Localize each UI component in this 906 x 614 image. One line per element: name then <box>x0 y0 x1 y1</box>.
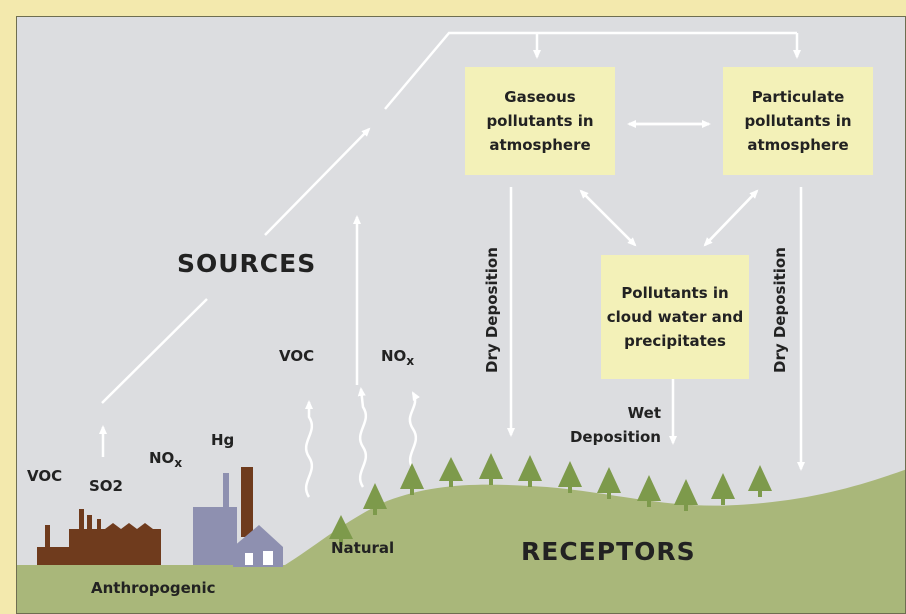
tree-icon <box>637 475 661 507</box>
tree-icon <box>711 473 735 505</box>
nox-left-text: NO <box>149 449 175 467</box>
tree-icon <box>558 461 582 493</box>
sources-to-atmosphere-arrow <box>101 298 208 404</box>
tree-icon <box>439 457 463 487</box>
tree-icon <box>748 465 772 497</box>
tree-icon <box>400 463 424 495</box>
diagram-panel: Gaseous pollutants in atmosphere Particu… <box>16 16 906 614</box>
wet-deposition-label: Wet Deposition <box>551 401 661 449</box>
anthropogenic-label: Anthropogenic <box>91 579 216 597</box>
receptors-heading: RECEPTORS <box>521 537 696 566</box>
dry-deposition-left-label: Dry Deposition <box>483 247 501 373</box>
tree-icon <box>329 515 353 545</box>
voc-left-label: VOC <box>27 467 63 485</box>
nox-left-subscript: x <box>174 456 183 470</box>
sources-heading: SOURCES <box>177 249 317 278</box>
cloud-particulate-arrow <box>704 189 759 246</box>
nox-natural-wave-1 <box>357 387 368 488</box>
tree-icon <box>518 455 542 487</box>
voc-natural-wave <box>304 400 314 498</box>
wet-deposition-text: Wet Deposition <box>569 404 661 446</box>
cloud-gaseous-arrow <box>579 189 636 246</box>
power-plant-icon <box>193 467 283 567</box>
voc-natural-label: VOC <box>279 347 315 365</box>
nox-left-label: NOx <box>149 449 182 470</box>
top-arc-line <box>384 31 797 110</box>
diagram-graphics <box>17 31 905 613</box>
tree-icon <box>674 479 698 511</box>
nox-natural-subscript: x <box>406 354 415 368</box>
tree-icon <box>479 453 503 485</box>
factory-icon <box>37 509 161 565</box>
nox-natural-label: NOx <box>381 347 414 368</box>
ground <box>17 469 905 613</box>
nox-natural-text: NO <box>381 347 407 365</box>
tree-icon <box>597 467 621 499</box>
natural-label: Natural <box>331 539 395 557</box>
sources-to-atmosphere-arrow-upper <box>264 127 371 236</box>
particulate-pollutants-box: Particulate pollutants in atmosphere <box>723 67 873 175</box>
hg-label: Hg <box>211 431 235 449</box>
trees <box>329 453 772 545</box>
so2-label: SO2 <box>89 477 123 495</box>
dry-deposition-right-label: Dry Deposition <box>771 247 789 373</box>
cloud-pollutants-box: Pollutants in cloud water and precipitat… <box>601 255 749 379</box>
gaseous-pollutants-box: Gaseous pollutants in atmosphere <box>465 67 615 175</box>
tree-icon <box>363 483 387 515</box>
nox-natural-wave-2 <box>408 391 420 470</box>
